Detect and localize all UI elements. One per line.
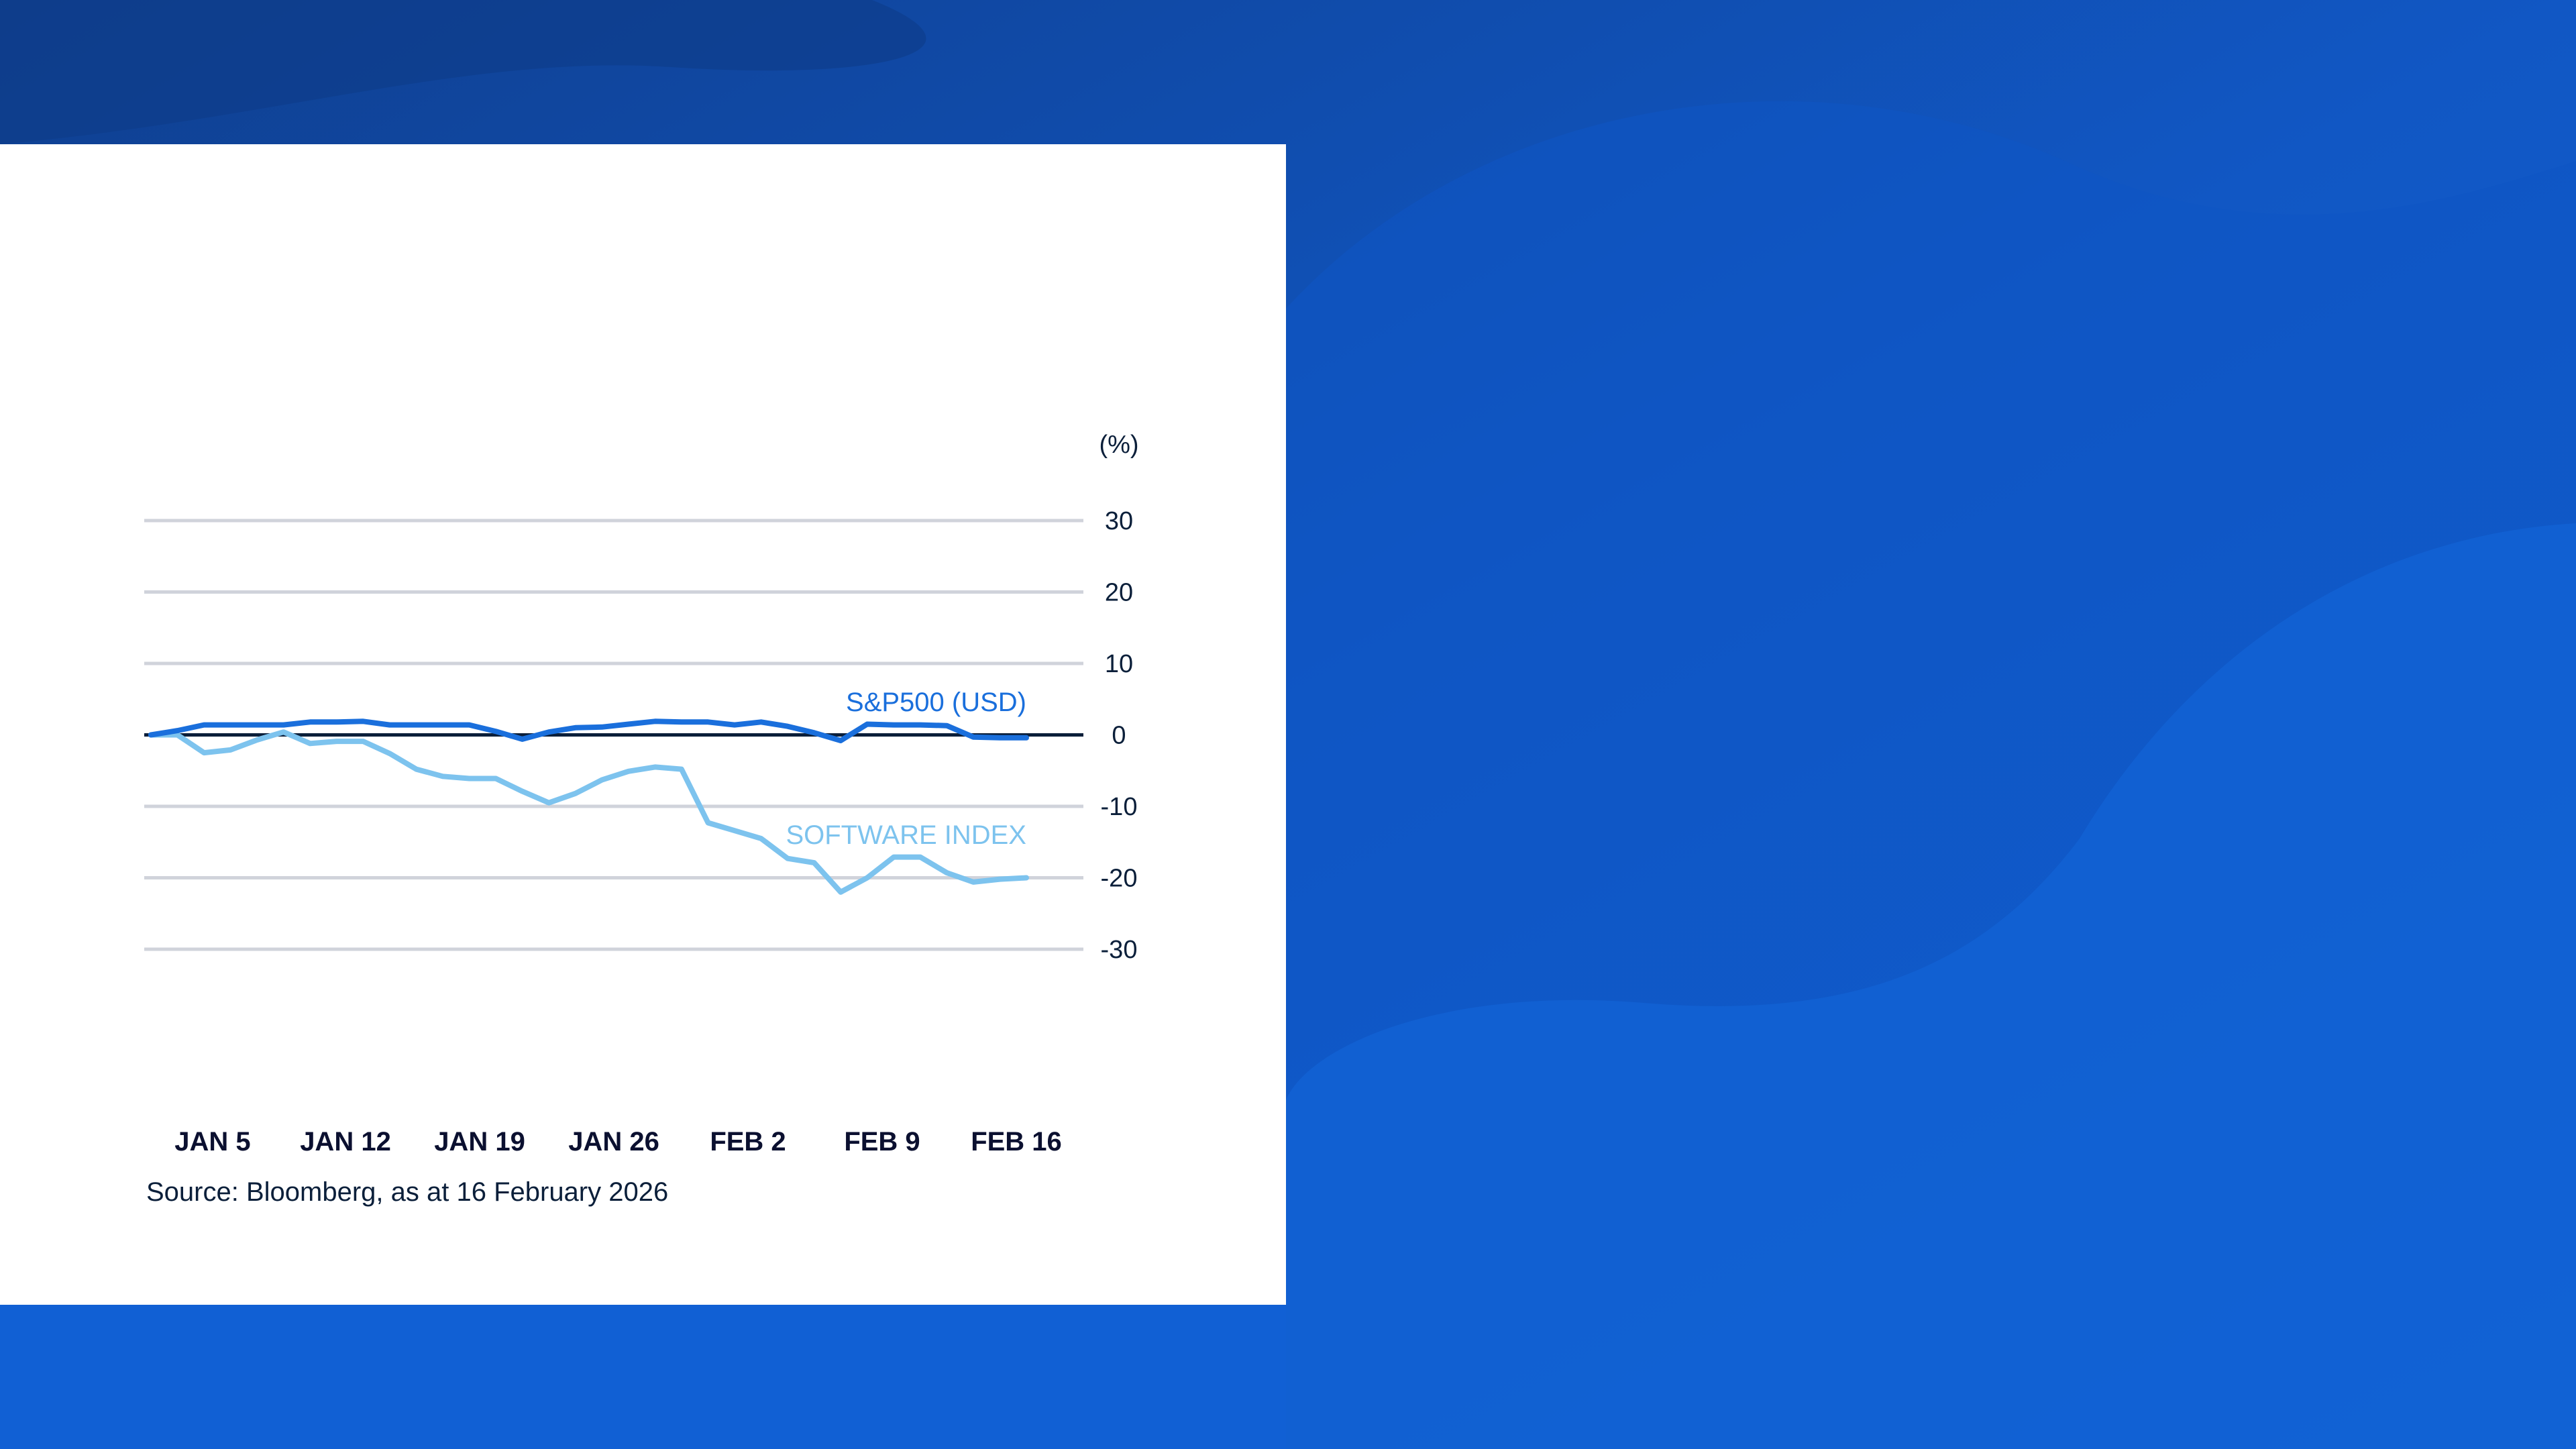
software-index-series-label: SOFTWARE INDEX — [786, 820, 1026, 850]
y-tick-label: 10 — [1105, 650, 1133, 678]
y-axis-label: (%) — [1099, 431, 1138, 459]
y-tick-label: 20 — [1105, 579, 1133, 607]
x-tick-label: JAN 26 — [568, 1127, 659, 1157]
x-axis-ticks: JAN 5 JAN 12 JAN 19 JAN 26 FEB 2 FEB 9 FEB 16 — [174, 1127, 1062, 1157]
grid-lines — [144, 519, 1083, 951]
sp500-series-label: S&P500 (USD) — [846, 688, 1026, 717]
x-tick-label: JAN 5 — [174, 1127, 250, 1157]
software-index-series-line — [148, 729, 1029, 895]
sp500-series-line — [148, 718, 1029, 743]
y-tick-label: -30 — [1101, 936, 1138, 964]
x-tick-label: FEB 16 — [971, 1127, 1062, 1157]
y-tick-label: 0 — [1112, 722, 1126, 750]
chart-card: 30 20 10 0 -10 -20 -30 JAN 5 JAN 12 JAN 19 JAN 26… — [0, 144, 1286, 1305]
y-tick-label: -10 — [1101, 793, 1138, 821]
background-wave-shape — [1286, 523, 2576, 1449]
x-tick-label: JAN 19 — [434, 1127, 525, 1157]
line-chart: 30 20 10 0 -10 -20 -30 JAN 5 JAN 12 JAN 19 JAN 26… — [144, 431, 1139, 1157]
y-tick-label: -20 — [1101, 865, 1138, 893]
series-lines — [148, 718, 1029, 895]
y-axis-ticks: 30 20 10 0 -10 -20 -30 — [1101, 507, 1138, 964]
x-tick-label: FEB 9 — [844, 1127, 920, 1157]
background-wave-shape — [0, 1305, 1286, 1449]
y-tick-label: 30 — [1105, 507, 1133, 535]
background-wave-shape — [0, 0, 926, 144]
source-note: Source: Bloomberg, as at 16 February 202… — [146, 1177, 669, 1207]
x-tick-label: JAN 12 — [300, 1127, 391, 1157]
x-tick-label: FEB 2 — [710, 1127, 786, 1157]
